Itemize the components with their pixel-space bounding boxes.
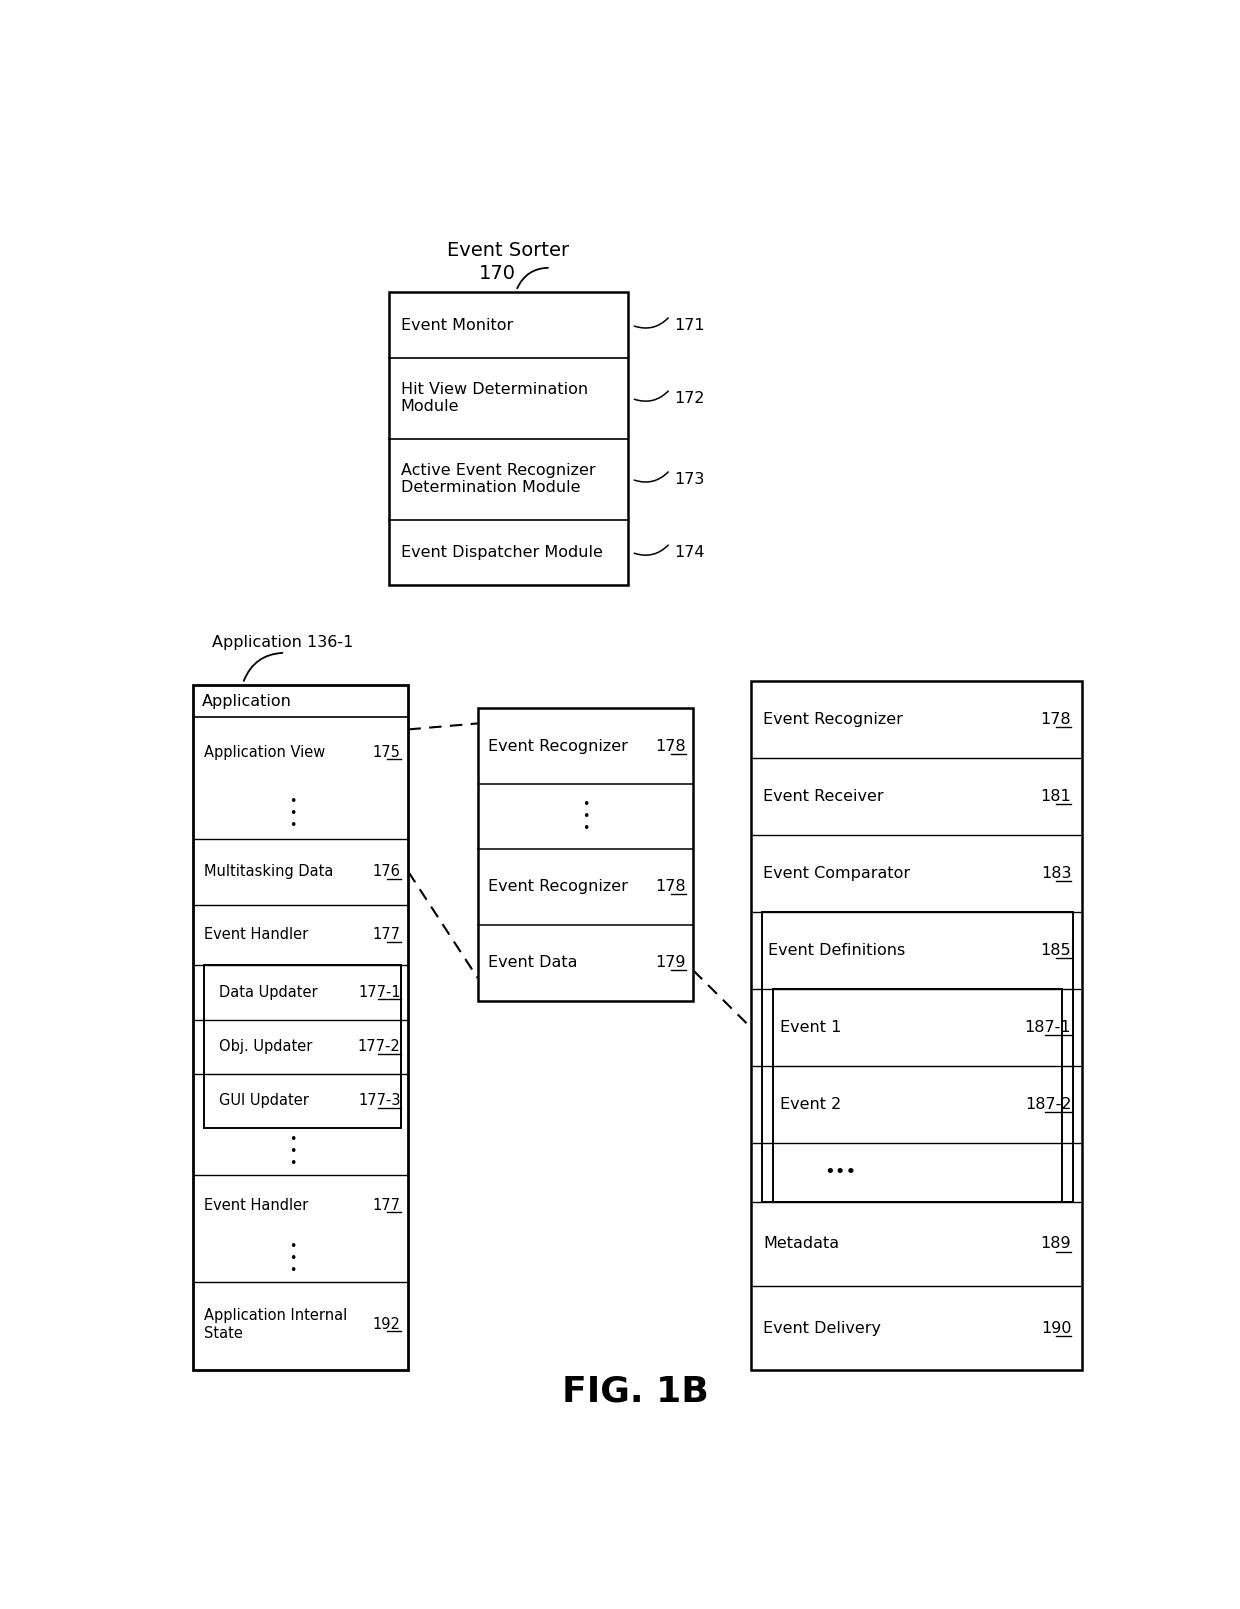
Text: 176: 176 xyxy=(373,864,401,879)
Text: Event 2: Event 2 xyxy=(780,1097,842,1112)
Text: Event Recognizer: Event Recognizer xyxy=(489,879,629,895)
Text: Event Handler: Event Handler xyxy=(203,927,308,943)
Bar xyxy=(751,681,1083,1371)
Text: Metadata: Metadata xyxy=(764,1236,839,1252)
Text: Event Monitor: Event Monitor xyxy=(401,317,513,333)
Text: GUI Updater: GUI Updater xyxy=(219,1094,309,1109)
Text: 178: 178 xyxy=(1040,713,1071,727)
Text: Application View: Application View xyxy=(203,745,325,759)
Text: •
•
•: • • • xyxy=(582,798,589,835)
Text: Event Dispatcher Module: Event Dispatcher Module xyxy=(401,545,603,560)
Text: 170: 170 xyxy=(479,264,516,283)
Text: 177: 177 xyxy=(373,927,401,943)
Text: Application Internal
State: Application Internal State xyxy=(203,1308,347,1340)
Bar xyxy=(389,293,627,586)
Text: Event Comparator: Event Comparator xyxy=(764,866,910,882)
Bar xyxy=(192,685,408,1371)
Text: Event Delivery: Event Delivery xyxy=(764,1321,882,1335)
Text: 171: 171 xyxy=(675,317,704,333)
Text: Event Handler: Event Handler xyxy=(203,1197,308,1213)
Text: 183: 183 xyxy=(1040,866,1071,882)
Text: 185: 185 xyxy=(1040,943,1071,959)
Text: 177-2: 177-2 xyxy=(358,1039,401,1054)
Text: 177-3: 177-3 xyxy=(358,1094,401,1109)
Text: 179: 179 xyxy=(655,956,686,970)
Text: 190: 190 xyxy=(1040,1321,1071,1335)
Text: 174: 174 xyxy=(675,545,704,560)
Text: Active Event Recognizer
Determination Module: Active Event Recognizer Determination Mo… xyxy=(401,463,595,496)
Text: 187-2: 187-2 xyxy=(1024,1097,1071,1112)
Text: Multitasking Data: Multitasking Data xyxy=(203,864,332,879)
Bar xyxy=(761,912,1073,1202)
Text: •••: ••• xyxy=(825,1163,857,1181)
Text: Event Definitions: Event Definitions xyxy=(768,943,905,959)
Bar xyxy=(205,965,401,1128)
Text: 175: 175 xyxy=(373,745,401,759)
Bar xyxy=(773,990,1063,1202)
Text: Hit View Determination
Module: Hit View Determination Module xyxy=(401,381,588,415)
Text: Application 136-1: Application 136-1 xyxy=(212,636,353,650)
Text: FIG. 1B: FIG. 1B xyxy=(562,1376,709,1409)
Text: 178: 178 xyxy=(655,879,686,895)
Text: 173: 173 xyxy=(675,471,704,486)
Text: Obj. Updater: Obj. Updater xyxy=(219,1039,312,1054)
Text: Event 1: Event 1 xyxy=(780,1020,842,1035)
Bar xyxy=(477,708,693,1001)
Text: •
•
•: • • • xyxy=(289,1241,296,1278)
Text: Data Updater: Data Updater xyxy=(219,985,317,999)
Text: 178: 178 xyxy=(655,739,686,753)
Text: Event Sorter: Event Sorter xyxy=(448,241,569,259)
Text: Event Receiver: Event Receiver xyxy=(764,790,884,804)
Text: 189: 189 xyxy=(1040,1236,1071,1252)
Text: 181: 181 xyxy=(1040,790,1071,804)
Text: 192: 192 xyxy=(373,1318,401,1332)
Text: Event Recognizer: Event Recognizer xyxy=(764,713,903,727)
Text: •
•
•: • • • xyxy=(289,795,296,832)
Text: 172: 172 xyxy=(675,391,704,405)
Text: Event Data: Event Data xyxy=(489,956,578,970)
Text: 177-1: 177-1 xyxy=(358,985,401,999)
Text: Event Recognizer: Event Recognizer xyxy=(489,739,629,753)
Text: •
•
•: • • • xyxy=(289,1133,296,1170)
Text: Application: Application xyxy=(202,693,291,710)
Text: 187-1: 187-1 xyxy=(1024,1020,1071,1035)
Text: 177: 177 xyxy=(373,1197,401,1213)
